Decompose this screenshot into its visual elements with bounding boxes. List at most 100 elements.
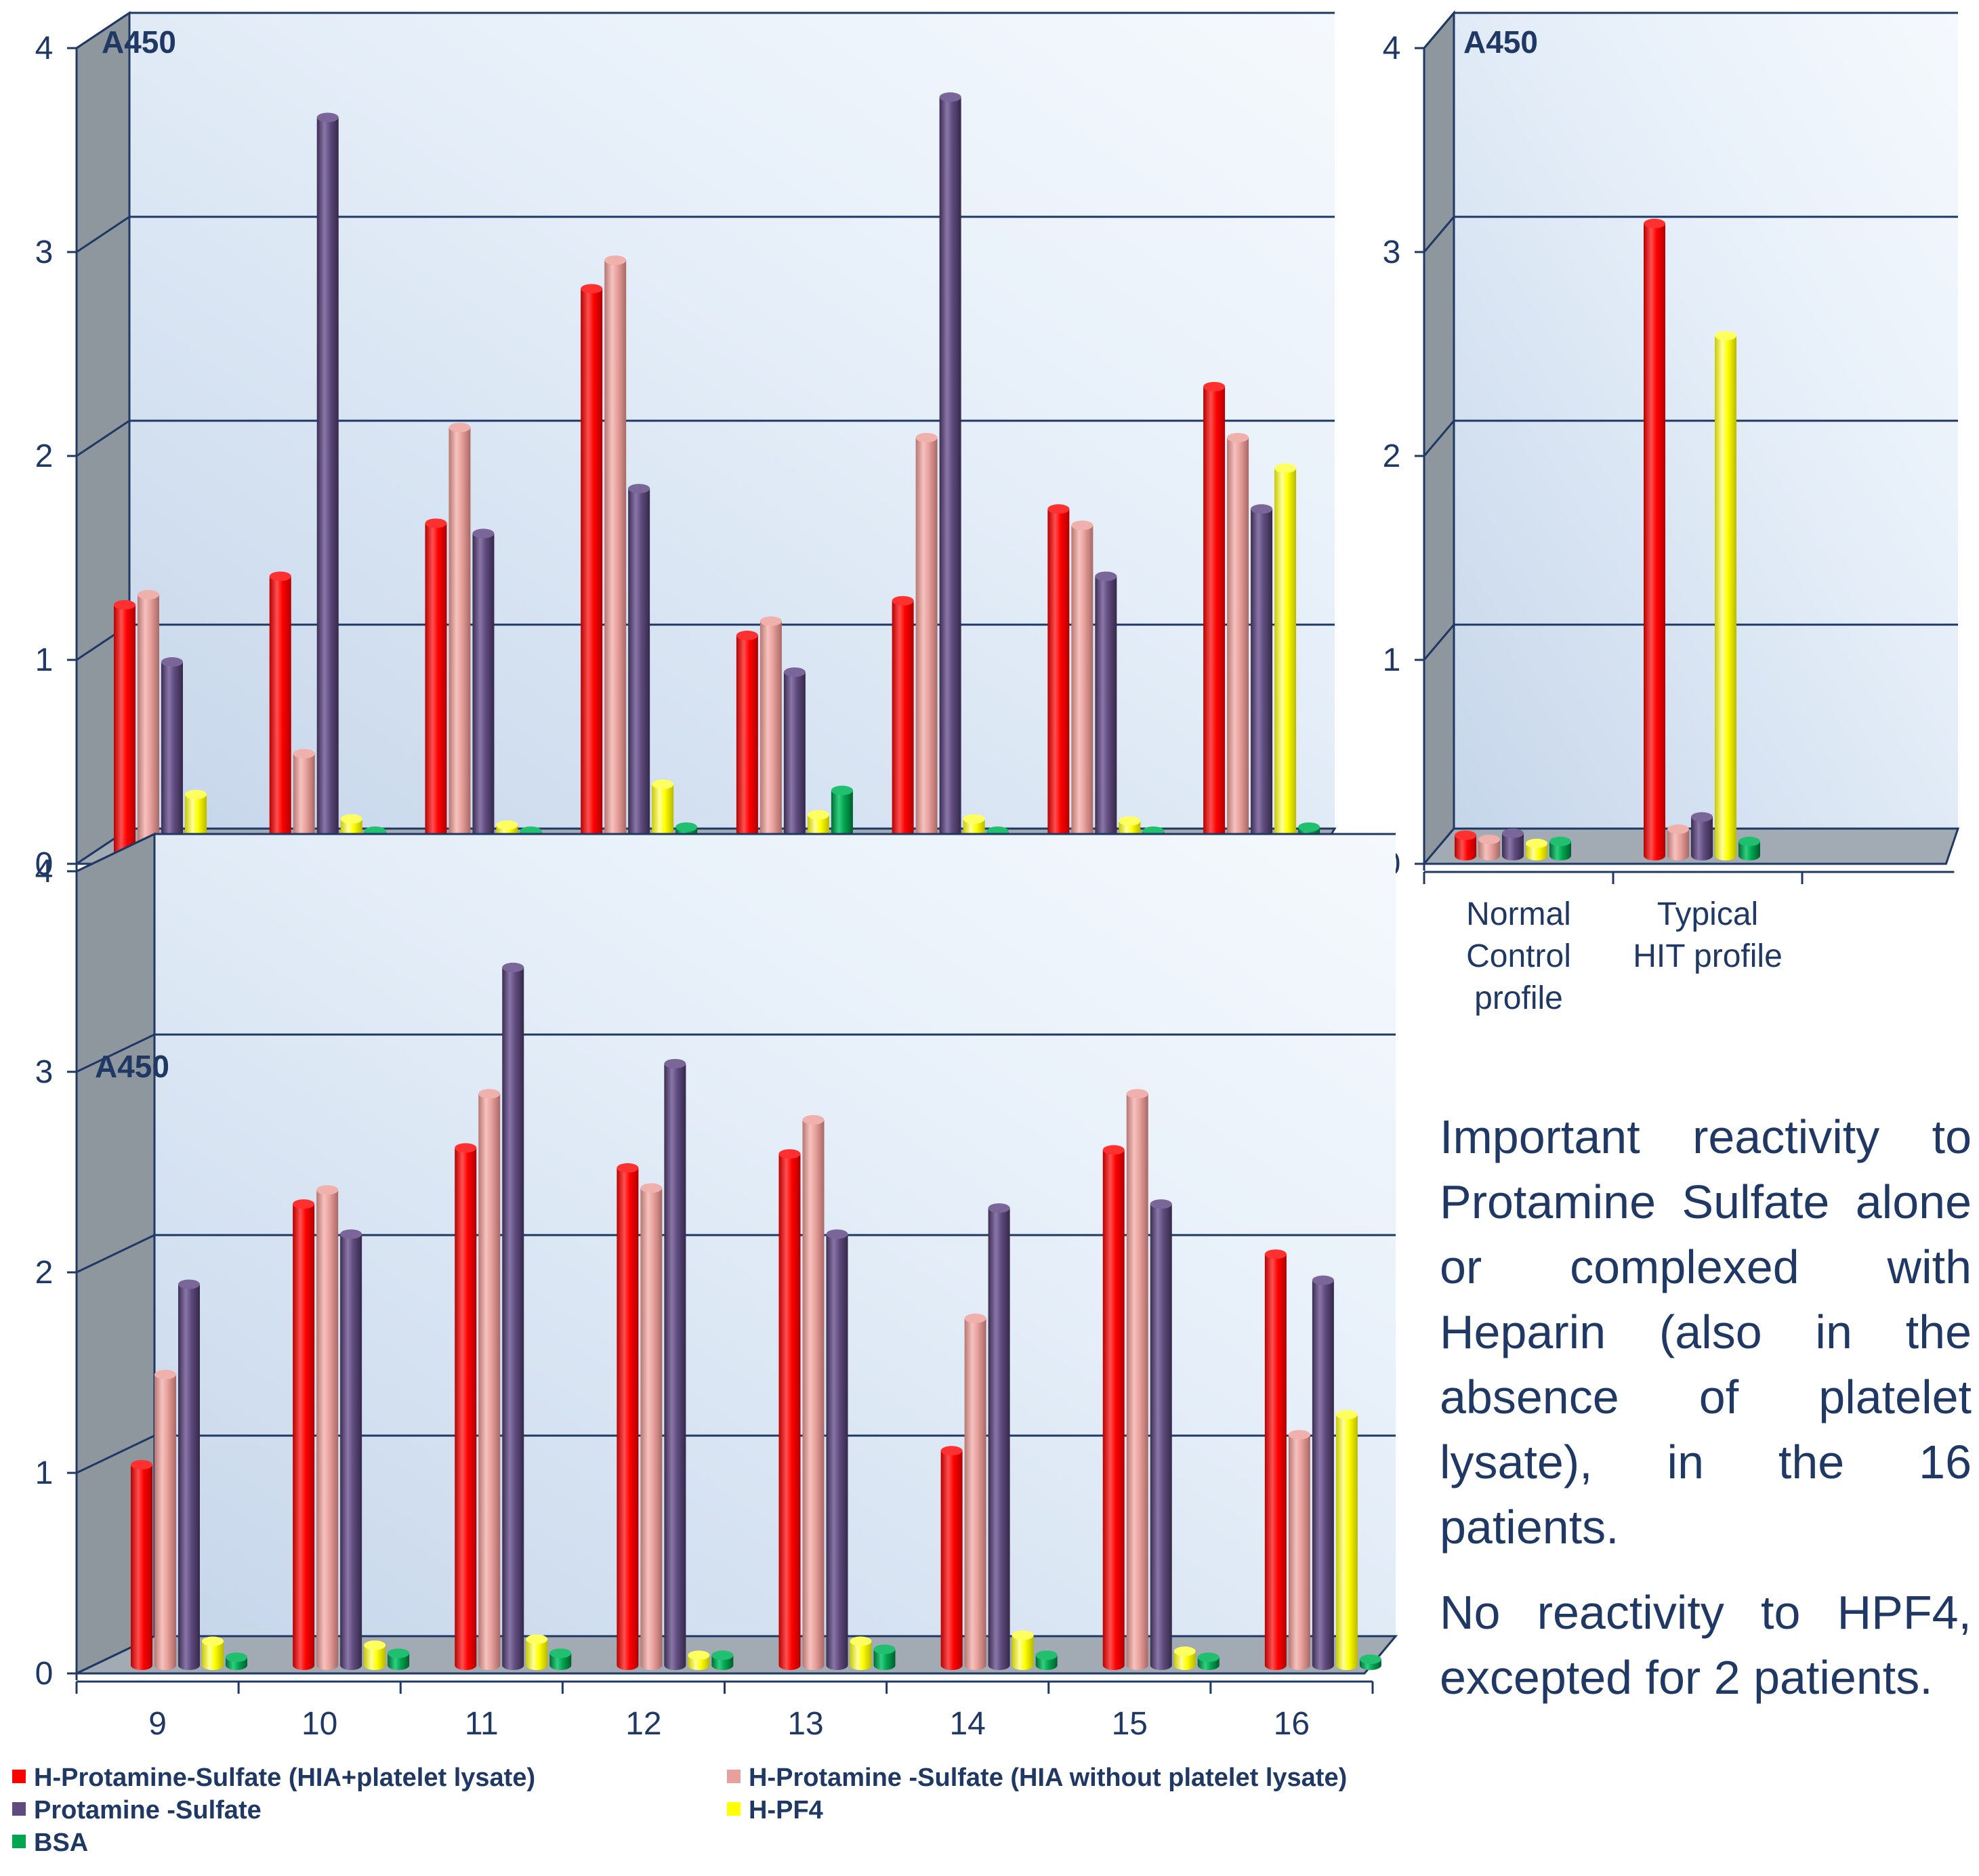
bar-hia-no-platelet xyxy=(1126,1089,1148,1670)
bar-base xyxy=(711,1661,734,1670)
gridline-diagonal xyxy=(1423,216,1455,253)
bar-body xyxy=(802,1119,825,1665)
bar-top xyxy=(293,1199,315,1209)
bar-body xyxy=(455,1148,477,1665)
x-tick-label: Control xyxy=(1466,938,1571,974)
bar-top xyxy=(161,657,183,667)
bar-body xyxy=(425,523,447,856)
legend-swatch-pink xyxy=(727,1770,741,1783)
bar-hia-no-platelet xyxy=(1667,824,1689,860)
bar-top xyxy=(154,1369,176,1379)
bar-top xyxy=(455,1143,477,1153)
y-tick-label: 4 xyxy=(35,30,54,66)
x-tick-label: 13 xyxy=(787,1706,823,1742)
y-tick-label: 3 xyxy=(35,1054,54,1090)
gridline-diagonal xyxy=(76,419,130,457)
bar-base xyxy=(1526,851,1547,860)
bar-top xyxy=(316,112,339,123)
bar-hia-platelet xyxy=(1644,218,1665,860)
bar-top xyxy=(778,1149,801,1159)
bar-body xyxy=(1264,1254,1287,1665)
bar-top xyxy=(939,92,961,102)
bar-protamine xyxy=(1095,571,1117,860)
bar-bsa xyxy=(549,1648,572,1670)
bar-body xyxy=(964,1318,986,1665)
y-tick-label: 4 xyxy=(35,854,54,890)
bar-base xyxy=(1335,1661,1358,1670)
bar-body xyxy=(604,260,627,856)
bar-base xyxy=(1264,1661,1287,1670)
bar-top xyxy=(1549,836,1571,846)
bar-body xyxy=(478,1093,501,1665)
y-tick-label: 4 xyxy=(1383,30,1401,66)
bar-base xyxy=(526,1661,548,1670)
bar-body xyxy=(988,1208,1010,1665)
legend-swatch-red xyxy=(12,1770,26,1783)
bar-protamine xyxy=(340,1229,362,1670)
gridline-diagonal xyxy=(1423,420,1455,457)
bar-top xyxy=(449,422,471,432)
bar-base xyxy=(340,1661,362,1670)
bar-top xyxy=(138,589,159,600)
gridline-diagonal xyxy=(76,833,155,873)
bar-top xyxy=(915,432,938,442)
bar-base xyxy=(1102,1661,1125,1670)
bar-base xyxy=(964,1661,986,1670)
y-axis-title: A450 xyxy=(95,1049,169,1084)
bar-base xyxy=(226,1661,247,1670)
bar-top xyxy=(664,1059,686,1068)
bar-top xyxy=(478,1089,501,1099)
x-tick-label: HIT profile xyxy=(1633,938,1783,974)
bar-bsa xyxy=(1197,1652,1220,1670)
bar-bsa xyxy=(1738,836,1760,860)
bar-base xyxy=(873,1661,896,1670)
bar-top xyxy=(1502,828,1524,838)
bar-top xyxy=(526,1634,548,1644)
x-tick-label: 9 xyxy=(148,1706,167,1742)
y-tick-label: 0 xyxy=(35,846,54,882)
bar-hpf4 xyxy=(688,1650,710,1670)
bar-body xyxy=(269,576,291,856)
y-tick-label: 1 xyxy=(35,1455,54,1491)
bar-hia-no-platelet xyxy=(759,616,782,860)
bar-hpf4 xyxy=(1526,838,1547,860)
bar-top xyxy=(807,810,829,820)
bar-top xyxy=(202,1636,224,1646)
bar-top xyxy=(1012,1630,1034,1640)
x-tick-label: 16 xyxy=(1274,1706,1310,1742)
bar-base xyxy=(293,1661,315,1670)
bar-body xyxy=(1071,525,1093,856)
bar-body xyxy=(778,1154,801,1665)
bar-base xyxy=(688,1661,710,1670)
bar-base xyxy=(388,1661,410,1670)
bar-body xyxy=(1203,386,1226,856)
bar-body xyxy=(628,488,650,856)
bar-top xyxy=(226,1652,247,1663)
bar-top xyxy=(675,822,698,832)
y-tick-label: 2 xyxy=(35,438,54,474)
bar-hpf4 xyxy=(1274,463,1297,860)
bar-protamine xyxy=(826,1229,848,1670)
bar-bsa xyxy=(388,1648,410,1670)
bar-hia-no-platelet xyxy=(1478,834,1500,860)
bar-top xyxy=(1312,1275,1334,1285)
bar-top xyxy=(293,749,315,759)
x-tick-label: 15 xyxy=(1112,1706,1148,1742)
bar-top xyxy=(1102,1145,1125,1155)
bar-body xyxy=(1012,1635,1034,1665)
bar-top xyxy=(1715,331,1736,341)
bar-body xyxy=(138,594,159,856)
bar-body xyxy=(502,967,524,1665)
bar-top xyxy=(759,616,782,626)
bar-hia-no-platelet xyxy=(604,255,627,860)
bar-hia-platelet xyxy=(455,1143,477,1670)
bar-base xyxy=(1502,851,1524,860)
bar-top xyxy=(711,1650,734,1661)
bar-body xyxy=(1126,1093,1148,1665)
bar-base xyxy=(549,1661,572,1670)
bar-hia-platelet xyxy=(1102,1145,1125,1670)
bar-hia-platelet xyxy=(892,596,914,860)
bar-top xyxy=(1095,571,1117,581)
bar-base xyxy=(1035,1661,1058,1670)
